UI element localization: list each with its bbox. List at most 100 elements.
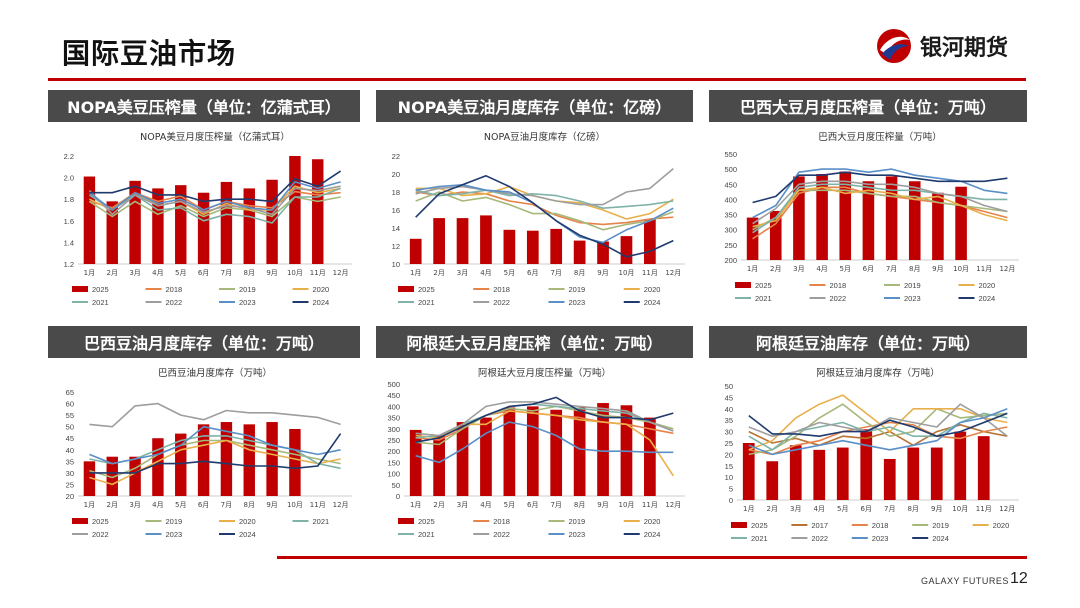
bar-2025-7	[550, 409, 563, 496]
y-tick-label: 60	[66, 400, 74, 409]
x-tick-label: 9月	[931, 505, 942, 513]
legend-label: 2023	[239, 298, 256, 307]
bar-2025-9	[932, 192, 944, 260]
series-line-2022	[752, 180, 1008, 225]
x-tick-label: 5月	[837, 505, 848, 513]
bar-2025-9	[597, 403, 609, 496]
y-tick-label: 0	[396, 492, 400, 501]
legend-label: 2021	[751, 534, 768, 543]
series-line-2022	[415, 401, 674, 437]
y-tick-label: 65	[66, 388, 74, 397]
bar-2025-3	[456, 422, 469, 496]
legend-label: 2025	[418, 517, 435, 526]
bar-2025-11	[312, 159, 324, 264]
x-tick-label: 9月	[266, 269, 277, 277]
series-line-2023	[89, 425, 341, 465]
x-tick-label: 7月	[550, 269, 561, 277]
x-tick-label: 8月	[908, 505, 919, 513]
bar-2025-4	[813, 449, 826, 500]
chart-nopa-crush: NOPA美豆月度压榨量（亿蒲式耳） 1.2 1.4 1.6 1.8 2.0 2.2 1月 2月 3…	[64, 131, 352, 307]
legend-label: 2021	[418, 530, 435, 539]
x-tick-label: 3月	[457, 501, 468, 509]
x-tick-label: 7月	[886, 265, 897, 273]
legend-label: 2020	[993, 521, 1010, 530]
series-line-2020	[748, 394, 1008, 451]
bar-2025-1	[83, 176, 96, 264]
x-tick-label: 9月	[597, 269, 608, 277]
legend-label: 2021	[92, 298, 109, 307]
x-tick-label: 5月	[504, 501, 515, 509]
bar-2025-1	[83, 461, 96, 496]
y-tick-label: 40	[66, 446, 74, 455]
legend-label: 2025	[92, 285, 109, 294]
bar-2025-2	[769, 210, 782, 260]
series-line-2021	[752, 183, 1008, 234]
x-tick-label: 5月	[840, 265, 851, 273]
legend-label: 2023	[166, 530, 183, 539]
x-tick-label: 9月	[597, 501, 608, 509]
x-tick-label: 10月	[952, 505, 968, 513]
y-tick-label: 55	[66, 411, 74, 420]
chart-title: NOPA豆油月度库存（亿磅）	[484, 131, 605, 143]
bar-2025-5	[836, 447, 849, 500]
x-tick-label: 1月	[410, 501, 421, 509]
y-tick-label: 550	[724, 150, 737, 159]
y-tick-label: 100	[387, 470, 400, 479]
x-tick-label: 12月	[333, 269, 349, 277]
x-tick-label: 12月	[333, 501, 349, 509]
bar-2025-1	[746, 217, 759, 260]
x-tick-label: 4月	[814, 505, 825, 513]
y-tick-label: 500	[387, 380, 400, 389]
series-line-2022	[748, 403, 1008, 437]
panel-header-argentina-oil-stock: 阿根廷豆油库存（单位：万吨）	[709, 326, 1027, 358]
bar-2025-6	[526, 406, 539, 496]
x-tick-label: 12月	[665, 501, 681, 509]
bar-2025-7	[220, 422, 233, 496]
x-tick-label: 12月	[999, 505, 1015, 513]
y-tick-label: 150	[387, 458, 400, 467]
y-tick-label: 10	[392, 260, 400, 269]
legend-label: 2020	[979, 281, 996, 290]
y-tick-label: 30	[725, 428, 733, 437]
legend-label: 2019	[904, 281, 921, 290]
y-tick-label: 14	[392, 224, 400, 233]
brand-name: 银河期货	[920, 36, 1009, 61]
x-tick-label: 7月	[221, 501, 232, 509]
bar-2025-2	[433, 218, 445, 264]
x-tick-label: 2月	[767, 505, 778, 513]
series-line-2024	[748, 412, 1008, 437]
x-tick-label: 2月	[107, 501, 118, 509]
legend-label: 2020	[644, 517, 661, 526]
legend-label: 2022	[166, 298, 183, 307]
bar-2025-1	[409, 429, 422, 496]
bar-2025-10	[289, 428, 301, 496]
y-tick-label: 16	[392, 206, 400, 215]
bar-2025-2	[106, 456, 118, 496]
x-tick-label: 1月	[84, 501, 95, 509]
bar-2025-5	[175, 433, 187, 496]
bar-2025-4	[816, 173, 828, 260]
bar-2025-11	[644, 417, 656, 496]
bar-2025-1	[409, 238, 422, 264]
legend-swatch	[72, 518, 88, 524]
x-tick-label: 11月	[642, 501, 658, 509]
legend-label: 2019	[239, 285, 256, 294]
x-tick-label: 3月	[129, 501, 140, 509]
bar-2025-10	[620, 236, 633, 264]
bar-2025-2	[766, 461, 779, 500]
bar-2025-6	[862, 181, 875, 260]
bottom-divider	[277, 556, 1027, 559]
y-tick-label: 5	[729, 485, 733, 494]
y-tick-label: 2.2	[64, 152, 74, 161]
legend-label: 2020	[239, 517, 256, 526]
bar-2025-7	[220, 181, 233, 264]
bar-2025-8	[243, 188, 255, 264]
panel-header-nopa-crush: NOPA美豆压榨量（单位：亿蒲式耳）	[48, 90, 360, 122]
x-tick-label: 10月	[618, 269, 634, 277]
y-tick-label: 400	[724, 195, 737, 204]
y-tick-label: 20	[725, 450, 733, 459]
x-tick-label: 5月	[175, 269, 186, 277]
bar-2025-3	[456, 218, 469, 264]
